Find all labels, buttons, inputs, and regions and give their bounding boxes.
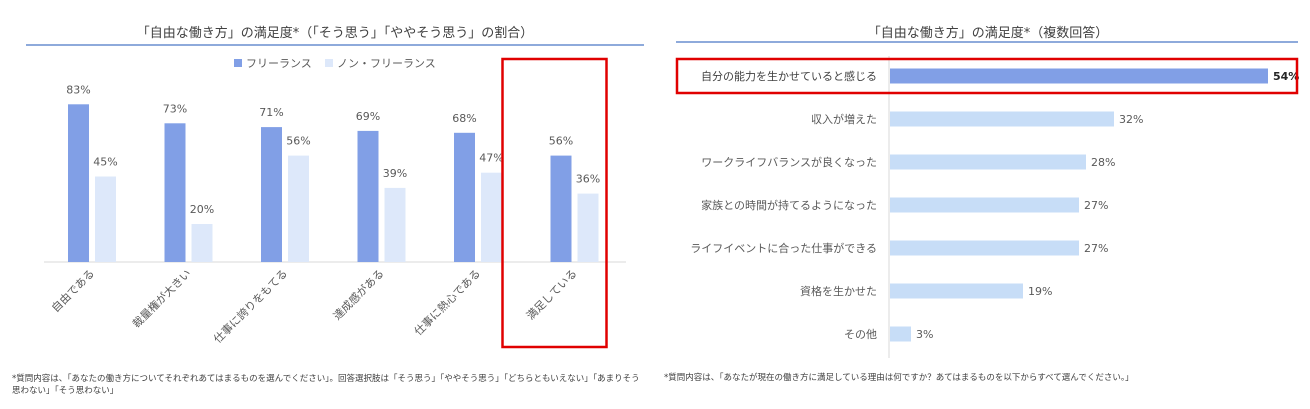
category-label: 裁量権が大きい [129,266,193,330]
data-label: 69% [356,110,380,123]
category-label: その他 [844,328,877,341]
data-label: 32% [1119,113,1143,126]
bar-non-freelance [481,172,502,262]
bar [890,240,1079,256]
legend-label-non-freelance: ノン・フリーランス [337,57,436,70]
right-title-rule [676,41,1298,43]
data-label: 36% [576,173,600,186]
highlight-box [675,57,1299,95]
data-label: 68% [452,112,476,125]
bar-non-freelance [384,187,406,262]
data-label: 47% [479,152,503,165]
category-label: 資格を生かせた [800,284,877,298]
data-label: 3% [916,328,933,341]
category-label: ライフイベントに合った仕事ができる [690,241,877,255]
bar-non-freelance [577,193,599,262]
data-label: 27% [1084,242,1108,255]
data-label: 56% [286,135,310,148]
legend-label-freelance: フリーランス [246,57,312,70]
data-label: 56% [549,135,573,148]
legend: フリーランス ノン・フリーランス [234,57,436,70]
bar-highlighted [890,68,1268,84]
category-label: 自分の能力を生かせていると感じる [701,69,877,83]
right-bar-chart: 自分の能力を生かせていると感じる 54% 収入が増えた 32% ワークライフバランスが良… [675,56,1299,358]
left-footnote: *質問内容は、「あなたの働き方についてそれぞれあてはまるものを選んでください」。… [12,374,640,396]
category-label: 家族との時間が持てるようになった [701,198,877,212]
category-label: 仕事に誇りをもてる [211,266,291,346]
bar-non-freelance [191,224,213,262]
bar-freelance [357,130,379,262]
category-label: 自由である [48,266,97,315]
bar-freelance [164,123,186,262]
category-label: 収入が増えた [811,112,877,126]
data-label: 27% [1084,199,1108,212]
data-label: 83% [66,83,90,96]
right-chart-title: 「自由な働き方」の満足度*（複数回答） [867,26,1109,41]
data-label: 39% [383,167,407,180]
left-chart-title: 「自由な働き方」の満足度*（「そう思う」「ややそう思う」の割合） [136,26,534,41]
category-label: ワークライフバランスが良くなった [701,155,877,169]
data-label: 71% [259,106,283,119]
bar-non-freelance [95,176,116,262]
bar [890,197,1079,213]
legend-swatch-freelance [234,59,242,67]
data-label: 45% [93,156,117,169]
left-title-rule [26,44,644,46]
bar [890,326,911,342]
bar [890,154,1086,170]
legend-swatch-non-freelance [325,59,333,67]
bar-freelance [550,155,572,262]
left-bar-chart: フリーランス ノン・フリーランス 83% 45% 自由である 73% 20% 裁量権が大きい 7… [44,57,626,349]
category-label: 仕事に熱心である [412,267,483,338]
data-label: 20% [190,203,214,216]
bar-non-freelance [288,155,309,262]
bar-freelance [68,104,89,262]
data-label: 19% [1028,285,1052,298]
bar-freelance [454,132,475,262]
data-label: 28% [1091,156,1115,169]
bar [890,283,1023,299]
category-label: 満足している [524,267,580,323]
data-label: 54% [1273,70,1299,83]
right-footnote: *質問内容は、「あなたが現在の働き方に満足している理由は何ですか？あてはまるもの… [664,373,1134,383]
bar-freelance [261,127,282,262]
category-label: 達成感がある [330,266,387,323]
highlight-box [501,57,608,349]
data-label: 73% [163,102,187,115]
bar [890,111,1114,127]
